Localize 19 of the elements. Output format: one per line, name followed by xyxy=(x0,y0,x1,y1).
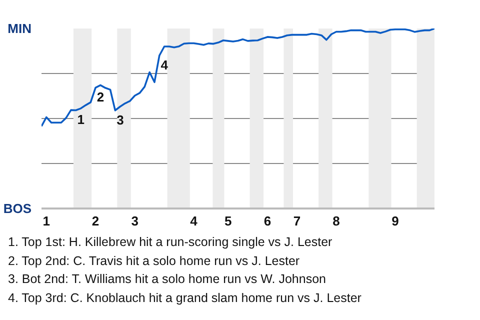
x-tick-label: 4 xyxy=(190,214,198,228)
text: 4. Top 3rd: C. Knoblauch hit a grand slam home run vs J. Lester xyxy=(8,290,362,307)
x-tick-label: 2 xyxy=(92,214,100,228)
text: BOS xyxy=(3,201,32,216)
x-tick-label: 6 xyxy=(264,214,272,228)
annotation: 1 xyxy=(77,112,85,128)
x-tick-label: 7 xyxy=(293,214,301,228)
x-tick-label: 8 xyxy=(332,214,340,228)
x-tick-label: 1 xyxy=(42,214,50,228)
x-tick-label: 5 xyxy=(224,214,232,228)
x-tick-label: 9 xyxy=(392,214,399,228)
text: 2. Top 2nd: C. Travis hit a solo home run vs J. Lester xyxy=(8,252,301,270)
annotation: 3 xyxy=(116,112,124,128)
text: MIN xyxy=(8,21,32,36)
text: 3. Bot 2nd: T. Williams hit a solo home run vs W. Johnson xyxy=(8,271,327,288)
text: 1. Top 1st: H. Killebrew hit a run-scoring single vs J. Lester xyxy=(8,234,334,251)
annotation: 2 xyxy=(96,90,104,105)
x-tick-label: 3 xyxy=(131,214,138,228)
annotation: 4 xyxy=(160,58,169,72)
